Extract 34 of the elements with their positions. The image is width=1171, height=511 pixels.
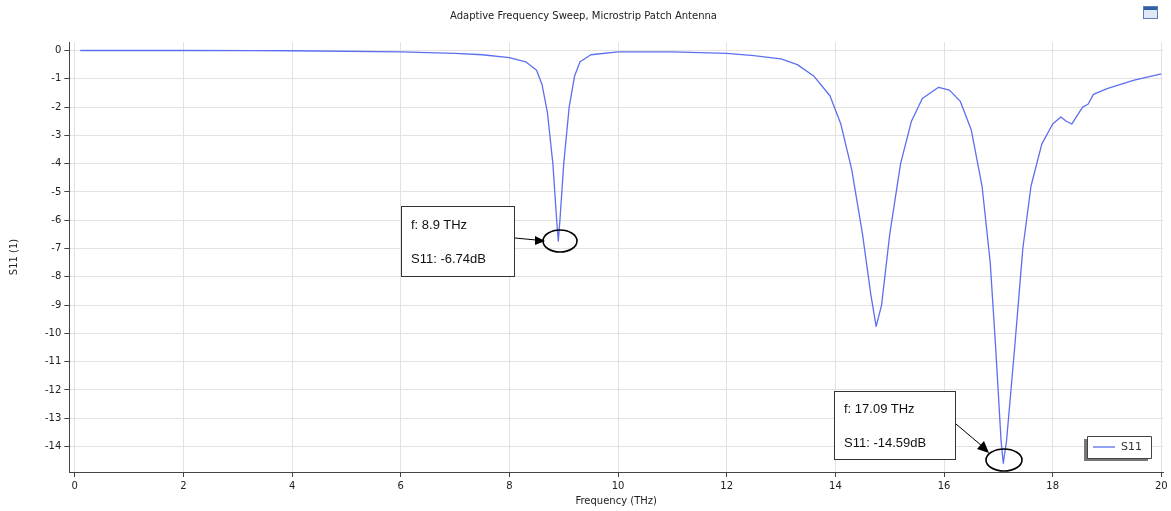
y-tick-label: -13 [44, 411, 62, 423]
y-axis-title: S11 (1) [7, 238, 19, 276]
y-tick-label: -2 [51, 100, 62, 112]
x-tick-label: 16 [937, 479, 951, 491]
x-tick-label: 18 [1046, 479, 1060, 491]
x-tick-label: 14 [829, 479, 842, 491]
y-tick-label: -14 [44, 440, 62, 452]
chart-title: Adaptive Frequency Sweep, Microstrip Patch Antenna [450, 9, 717, 21]
y-tick-label: -9 [51, 298, 62, 310]
annotation: f: 8.9 THz [411, 216, 469, 232]
y-tick-label: -5 [51, 185, 62, 197]
x-tick-label: 2 [180, 479, 187, 491]
y-tick-label: -10 [44, 326, 62, 338]
y-tick-label: -6 [51, 213, 62, 225]
x-tick-label: 0 [71, 479, 78, 491]
y-tick-label: -1 [51, 72, 62, 84]
annotation: f: 17.09 THz [844, 401, 916, 417]
y-tick-label: -7 [51, 242, 62, 254]
y-tick-label: -8 [51, 270, 62, 282]
annotation: S11: -6.74dB [411, 251, 487, 267]
x-tick-label: 10 [611, 479, 625, 491]
legend-label: S11 [1121, 439, 1142, 453]
x-tick-label: 4 [288, 479, 296, 491]
y-tick-label: -4 [51, 157, 62, 169]
y-tick-label: -11 [44, 355, 62, 367]
x-tick-label: 20 [1155, 479, 1168, 491]
y-tick-label: -12 [44, 383, 62, 395]
y-tick-label: -3 [51, 128, 62, 140]
x-tick-label: 12 [720, 479, 734, 491]
x-tick-label: 8 [506, 479, 513, 491]
x-tick-label: 6 [397, 479, 404, 491]
x-axis-title: Frequency (THz) [575, 494, 658, 506]
annotation: S11: -14.59dB [844, 434, 928, 450]
y-tick-label: 0 [54, 44, 62, 56]
